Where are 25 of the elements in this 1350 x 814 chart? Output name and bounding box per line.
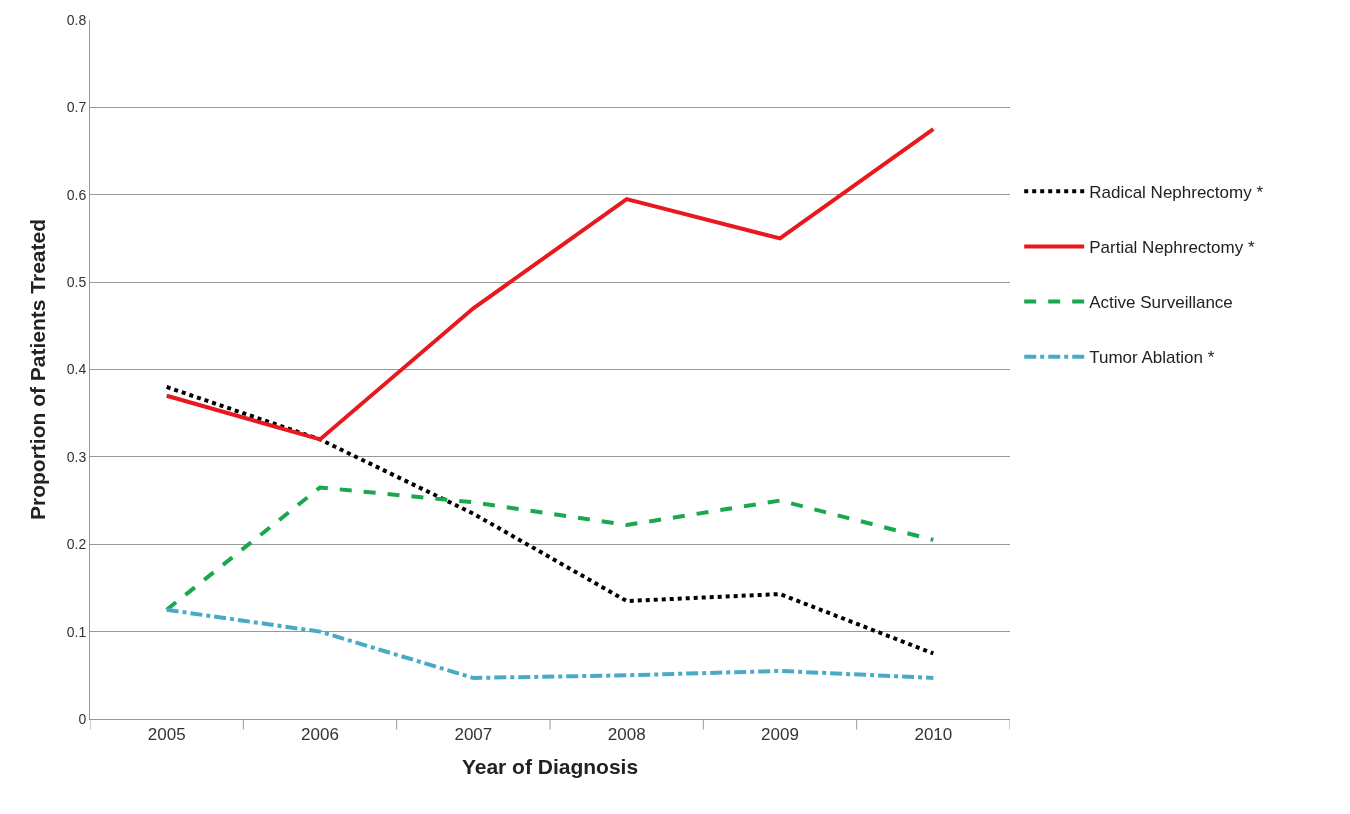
x-tick-label: 2007 [454, 725, 493, 745]
y-tick-label: 0 [78, 710, 87, 727]
x-tick-label: 2008 [607, 725, 646, 745]
x-tick-label: 2009 [761, 725, 799, 745]
legend-label: Radical Nephrectomy * [1089, 182, 1264, 202]
y-axis-title: Proportion of Patients Treated [25, 218, 49, 521]
line-series [164, 607, 936, 680]
x-tick-label: 2010 [914, 725, 953, 745]
y-tick-label: 0.5 [66, 274, 87, 291]
y-tick-label: 0.8 [66, 11, 87, 28]
y-tick-label: 0.3 [66, 448, 87, 465]
x-tick-label: 2005 [147, 725, 186, 745]
x-axis-title: Year of Diagnosis [461, 754, 639, 778]
legend-label: Active Surveillance [1089, 293, 1233, 313]
line-series [164, 485, 936, 612]
line-series [164, 384, 936, 656]
x-tick-label: 2006 [301, 725, 339, 745]
line-series [164, 127, 936, 442]
y-tick-label: 0.1 [66, 623, 87, 640]
y-tick-label: 0.7 [66, 99, 87, 116]
legend-label: Tumor Ablation * [1089, 348, 1215, 368]
legend-label: Partial Nephrectomy * [1089, 238, 1255, 258]
y-tick-label: 0.2 [66, 536, 87, 553]
y-tick-label: 0.4 [66, 361, 87, 378]
y-tick-label: 0.6 [66, 186, 87, 203]
